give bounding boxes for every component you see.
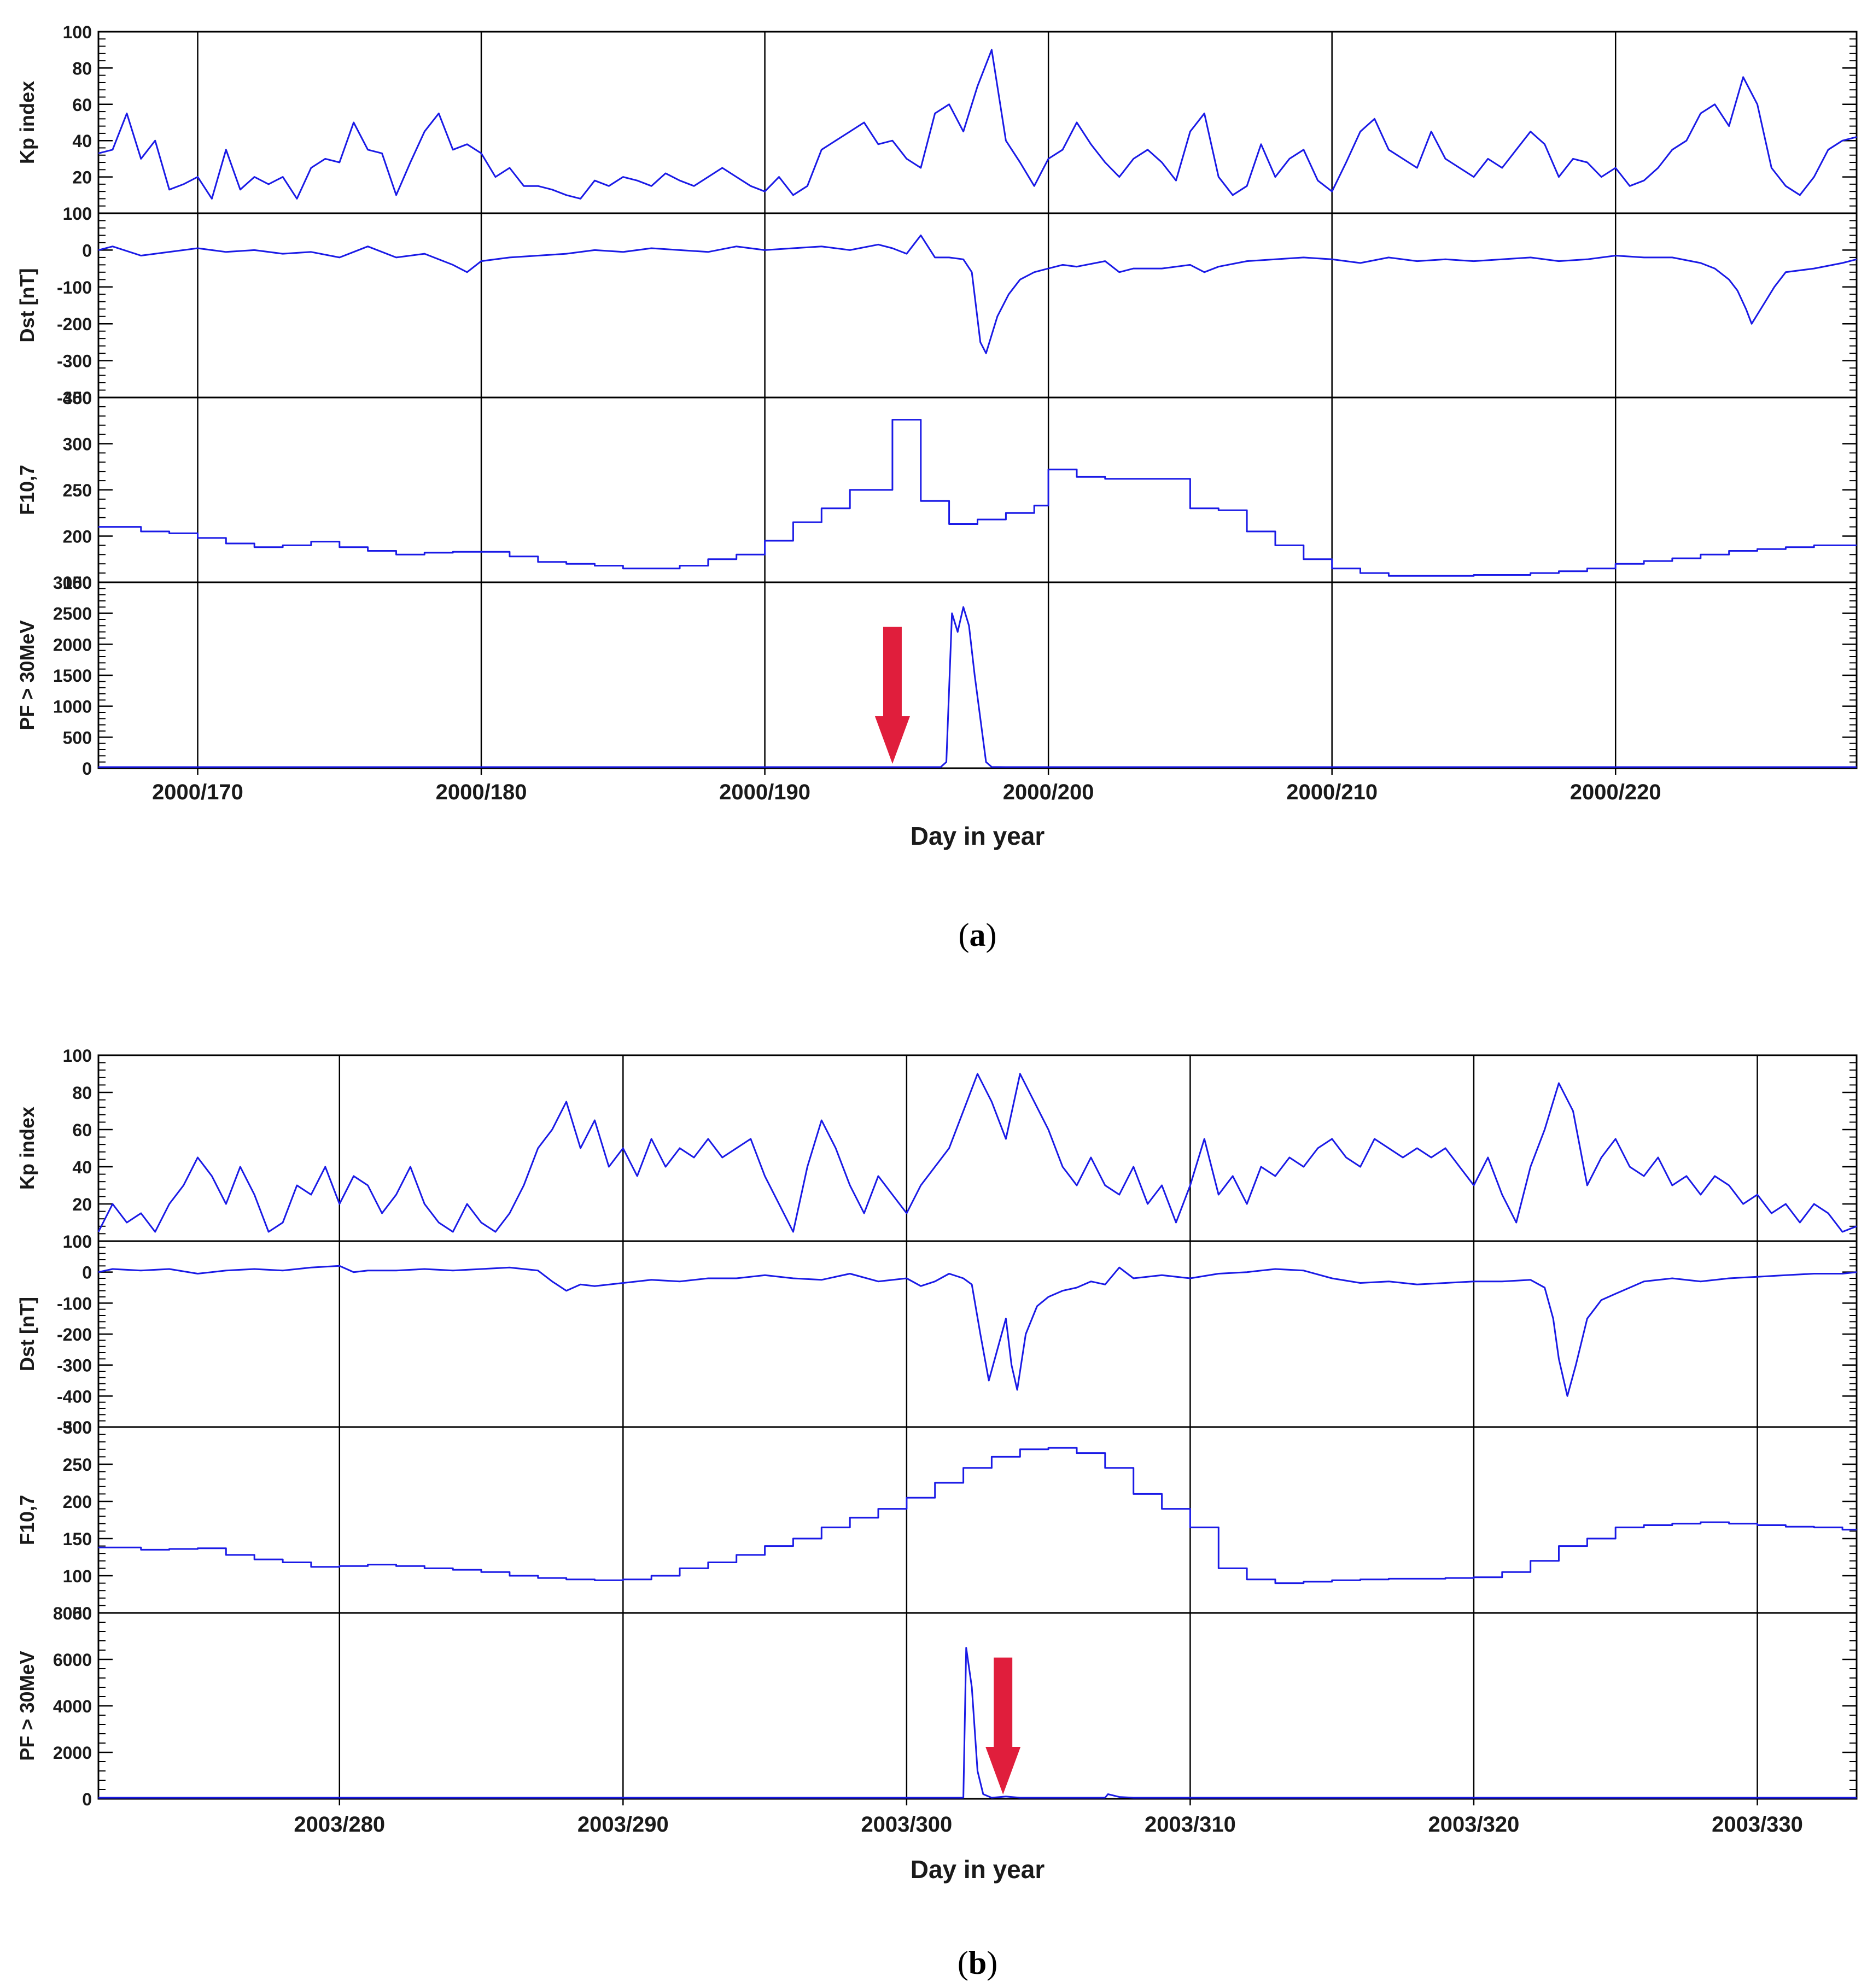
- event-arrow: [985, 1657, 1021, 1794]
- y-tick-label: 350: [63, 388, 92, 408]
- y-tick-label: 150: [63, 573, 92, 593]
- caption-letter: a: [970, 917, 986, 953]
- y-tick-label: 40: [72, 131, 92, 151]
- y-axis-label: PF > 30MeV: [16, 620, 38, 730]
- series-line: [98, 234, 1857, 354]
- y-tick-label: -500: [57, 1418, 92, 1437]
- series-line: [98, 1265, 1857, 1397]
- caption-letter: b: [968, 1945, 987, 1981]
- y-tick-label: 200: [63, 527, 92, 547]
- x-tick-label: 2003/300: [861, 1812, 952, 1837]
- x-tick-label: 2000/220: [1570, 780, 1661, 804]
- y-tick-label: 20: [72, 168, 92, 188]
- y-tick-label: -100: [57, 278, 92, 297]
- series-line: [97, 1073, 1857, 1233]
- panel-1: 0 20 40 60 80 100 Kp index: [16, 22, 1858, 224]
- y-tick-label: 0: [82, 1790, 92, 1809]
- y-tick-label: 100: [63, 22, 92, 42]
- panel-1: 0 20 40 60 80 100 Kp index: [16, 1046, 1858, 1252]
- y-tick-label: 20: [72, 1195, 92, 1214]
- y-tick-label: 8000: [53, 1604, 92, 1623]
- x-tick-label: 2000/200: [1003, 780, 1094, 804]
- y-tick-label: -200: [57, 314, 92, 334]
- y-axis-label: PF > 30MeV: [16, 1651, 38, 1761]
- y-tick-label: 250: [63, 1455, 92, 1475]
- figure-b: 0 20 40 60 80 100 Kp index -500 -400 -300 -200 -100…: [16, 1046, 1858, 1981]
- series-line: [98, 1647, 1857, 1799]
- y-tick-label: 500: [63, 728, 92, 747]
- y-axis-label: F10,7: [16, 465, 38, 515]
- figure-caption: (a): [959, 917, 997, 953]
- figure-caption: (b): [958, 1945, 997, 1981]
- y-tick-label: -400: [57, 388, 92, 408]
- series-line: [98, 49, 1857, 200]
- y-tick-label: -300: [57, 352, 92, 371]
- x-tick-label: 2000/170: [152, 780, 243, 804]
- x-tick-label: 2003/290: [577, 1812, 669, 1837]
- y-tick-label: -400: [57, 1387, 92, 1406]
- y-tick-label: 6000: [53, 1650, 92, 1670]
- series-line: [98, 419, 1857, 577]
- x-tick-label: 2003/310: [1145, 1812, 1236, 1837]
- x-tick-label: 2003/320: [1428, 1812, 1520, 1837]
- x-tick-label: 2000/180: [436, 780, 527, 804]
- y-axis-label: Kp index: [16, 81, 38, 164]
- y-tick-label: 0: [82, 204, 92, 224]
- x-axis-label: Day in year: [911, 1855, 1045, 1884]
- y-axis-label: F10,7: [16, 1495, 38, 1545]
- event-arrow: [874, 627, 910, 764]
- x-axis-label: Day in year: [911, 822, 1045, 850]
- x-tick-label: 2000/210: [1286, 780, 1378, 804]
- x-tick-label: 2000/190: [719, 780, 810, 804]
- y-tick-label: -300: [57, 1356, 92, 1376]
- panel-3: 150 200 250 300 350 F10,7: [16, 388, 1858, 593]
- y-tick-label: 2000: [53, 635, 92, 654]
- y-tick-label: 80: [72, 1083, 92, 1103]
- x-tick-label: 2003/280: [294, 1812, 385, 1837]
- y-tick-label: 100: [63, 1232, 92, 1252]
- y-tick-label: -100: [57, 1294, 92, 1313]
- y-tick-label: 200: [63, 1492, 92, 1512]
- x-tick-label: 2003/330: [1712, 1812, 1803, 1837]
- y-tick-label: 0: [82, 1232, 92, 1252]
- y-tick-label: 100: [63, 1046, 92, 1066]
- y-tick-label: 100: [63, 1566, 92, 1586]
- panel-4: 0 500 1000 1500 2000 2500 3000 PF > 30MeV: [16, 573, 1858, 779]
- y-tick-label: 60: [72, 1120, 92, 1140]
- y-tick-label: 0: [82, 759, 92, 779]
- y-tick-label: -200: [57, 1325, 92, 1344]
- y-tick-label: 100: [63, 204, 92, 224]
- y-tick-label: 2500: [53, 604, 92, 624]
- series-line: [98, 1447, 1857, 1584]
- y-tick-label: 80: [72, 59, 92, 78]
- y-axis-label: Kp index: [16, 1107, 38, 1190]
- y-tick-label: 0: [82, 241, 92, 260]
- series-line: [98, 606, 1857, 768]
- y-axis-label: Dst [nT]: [16, 268, 38, 343]
- y-tick-label: 300: [63, 435, 92, 454]
- y-tick-label: 250: [63, 481, 92, 500]
- y-tick-label: 2000: [53, 1743, 92, 1763]
- y-tick-label: 60: [72, 95, 92, 115]
- y-tick-label: 3000: [53, 573, 92, 593]
- y-axis-label: Dst [nT]: [16, 1297, 38, 1371]
- y-tick-label: 1000: [53, 697, 92, 717]
- y-tick-label: 40: [72, 1157, 92, 1177]
- y-tick-label: 4000: [53, 1697, 92, 1716]
- y-tick-label: 0: [82, 1263, 92, 1283]
- y-tick-label: 300: [63, 1418, 92, 1437]
- y-tick-label: 150: [63, 1529, 92, 1549]
- panel-4: 0 2000 4000 6000 8000 PF > 30MeV: [16, 1604, 1858, 1809]
- y-tick-label: 50: [72, 1604, 92, 1623]
- y-tick-label: 1500: [53, 666, 92, 686]
